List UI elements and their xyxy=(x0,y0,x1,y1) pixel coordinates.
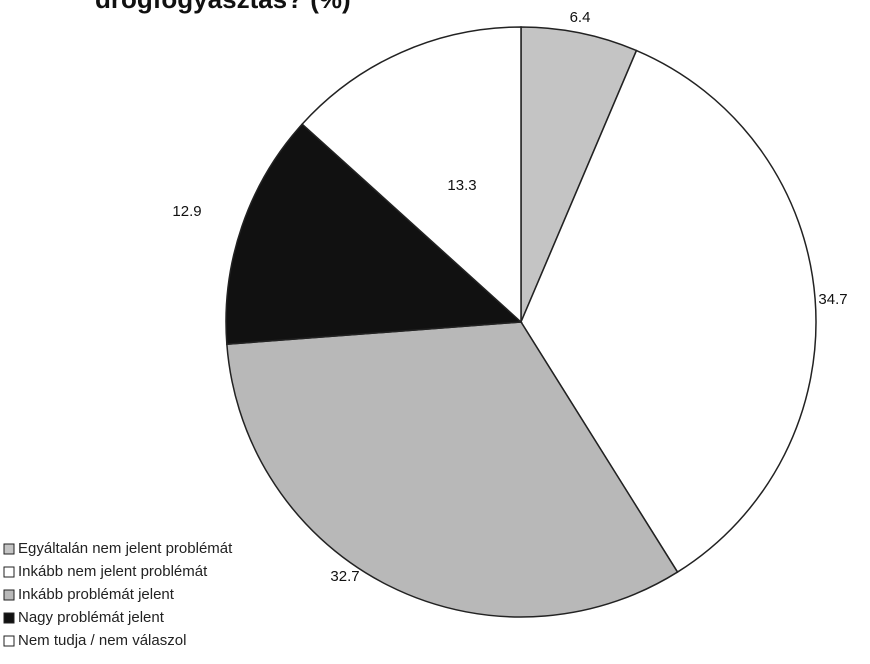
legend-swatch xyxy=(3,566,15,578)
data-label: 6.4 xyxy=(570,9,591,26)
legend-label: Egyáltalán nem jelent problémát xyxy=(18,540,233,557)
legend-label: Inkább problémát jelent xyxy=(18,586,175,603)
legend-label: Nagy problémát jelent xyxy=(18,609,165,626)
legend-swatch xyxy=(3,543,15,555)
legend: Egyáltalán nem jelent problémát Inkább ne… xyxy=(3,540,233,649)
data-label: 32.7 xyxy=(330,568,359,585)
data-label: 12.9 xyxy=(172,203,201,220)
pie-slice xyxy=(301,26,522,324)
pie-slice xyxy=(225,123,523,346)
chart-title: drogfogyasztás? (%) xyxy=(95,0,351,14)
data-label: 13.3 xyxy=(447,177,476,194)
data-labels: 6.4 34.7 32.7 12.9 13.3 xyxy=(172,9,847,585)
legend-swatch xyxy=(3,635,15,647)
legend-swatch xyxy=(3,589,15,601)
data-label: 34.7 xyxy=(818,291,847,308)
legend-label: Nem tudja / nem válaszol xyxy=(18,632,186,649)
pie-slice xyxy=(520,26,638,323)
legend-swatch xyxy=(3,612,15,624)
pie xyxy=(225,26,817,618)
pie-slice xyxy=(226,321,679,618)
legend-label: Inkább nem jelent problémát xyxy=(18,563,208,580)
pie-slice xyxy=(520,49,817,574)
